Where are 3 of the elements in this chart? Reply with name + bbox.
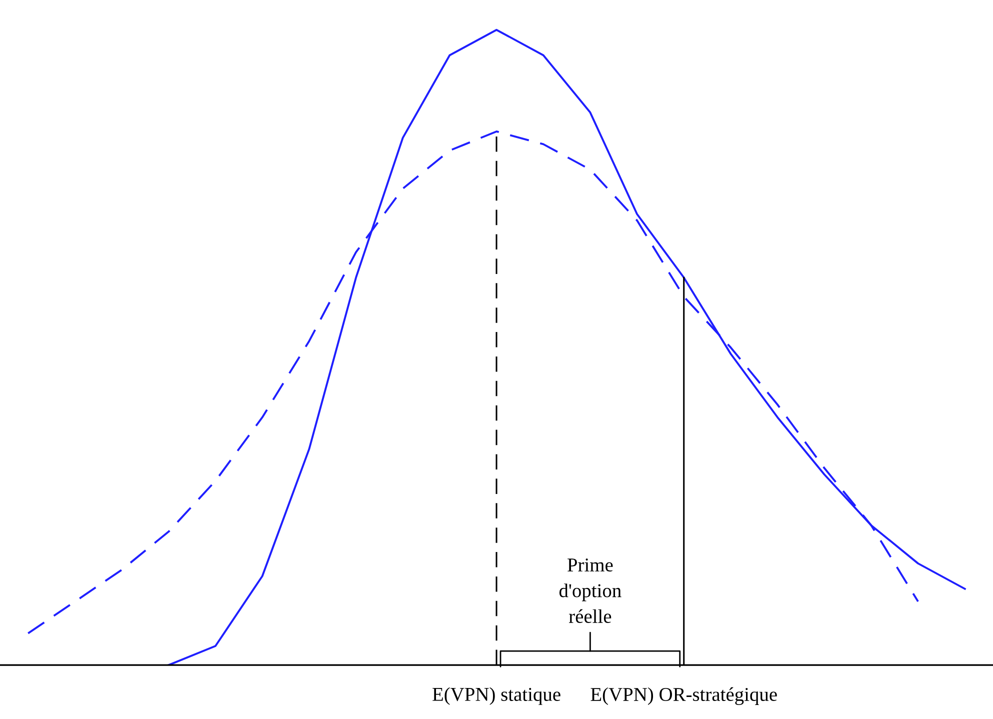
annotation: Prime d'option réelle: [559, 558, 622, 624]
x-tick-label: E(VPN) statique: [432, 687, 560, 705]
x-tick-label: E(VPN) OR-stratégique: [590, 687, 777, 706]
